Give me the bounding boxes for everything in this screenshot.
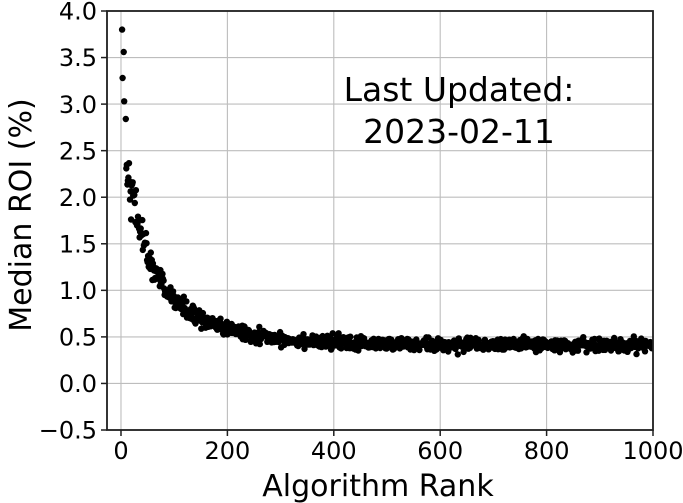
scatter-point <box>120 48 127 56</box>
scatter-point <box>416 346 423 354</box>
plot-border <box>106 10 654 431</box>
scatter-point <box>454 351 461 358</box>
x-tick-label: 1000 <box>622 437 683 465</box>
scatter-point <box>118 26 126 33</box>
scatter-point <box>143 240 150 247</box>
scatter-point <box>147 249 154 256</box>
y-tick-label: 4.0 <box>59 0 97 26</box>
plot-area: −0.5 0.0 0.5 1.0 1.5 2.0 2.5 3.0 3.5 4.0 0 200 400 60… <box>39 0 683 465</box>
scatter-point <box>192 320 199 327</box>
scatter-point <box>217 315 224 322</box>
y-tick-label: 0.5 <box>59 324 97 352</box>
scatter-point <box>574 347 582 354</box>
scatter-point <box>580 334 587 341</box>
x-tick-label: 200 <box>204 437 250 465</box>
scatter-point <box>256 340 263 348</box>
scatter-point <box>122 115 129 123</box>
y-tick-label: 0.0 <box>59 370 97 398</box>
scatter-point <box>119 74 126 82</box>
y-tick-label: −0.5 <box>39 417 97 445</box>
scatter-point <box>160 277 167 284</box>
scatter-point <box>159 270 166 278</box>
y-tick-label: 2.0 <box>59 184 97 212</box>
scatter-point <box>347 333 354 340</box>
scatter-point <box>633 350 640 358</box>
y-tick-label: 3.0 <box>59 91 97 119</box>
y-axis-label: Median ROI (%) <box>4 98 39 331</box>
y-tick-label: 3.5 <box>59 44 97 72</box>
y-tick-label: 1.5 <box>59 230 97 258</box>
scatter-point <box>355 347 362 354</box>
scatter-point <box>125 160 133 167</box>
x-tick-label: 0 <box>113 437 128 465</box>
x-tick-label: 600 <box>417 437 463 465</box>
y-tick-label: 1.0 <box>59 277 97 305</box>
scatter-point <box>300 331 307 338</box>
x-tick-label: 400 <box>311 437 357 465</box>
last-updated-annotation: Last Updated: 2023-02-11 <box>344 70 575 151</box>
scatter-points <box>118 26 653 358</box>
y-tick-label: 2.5 <box>59 137 97 165</box>
scatter-point <box>338 345 345 352</box>
scatter-point <box>129 179 136 186</box>
annotation-line-2: 2023-02-11 <box>363 112 555 151</box>
scatter-point <box>142 229 150 237</box>
annotation-line-1: Last Updated: <box>344 70 575 109</box>
scatter-point <box>139 216 146 224</box>
scatter-point <box>183 298 190 305</box>
scatter-point <box>256 323 263 331</box>
scatter-point <box>641 348 649 355</box>
scatter-point <box>132 187 140 194</box>
x-tick-label: 800 <box>524 437 570 465</box>
scatter-point <box>121 98 128 105</box>
scatter-point <box>180 293 187 300</box>
x-axis-label: Algorithm Rank <box>262 469 494 503</box>
scatter-point <box>131 199 138 207</box>
